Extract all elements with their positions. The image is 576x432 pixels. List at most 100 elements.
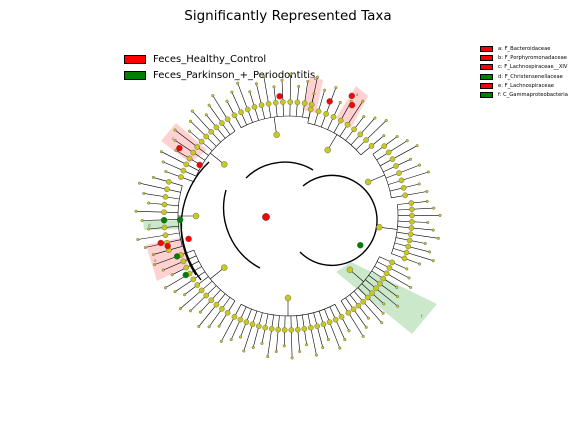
taxon-node [231, 313, 238, 320]
taxon-node [162, 193, 169, 200]
taxon-node [190, 109, 194, 113]
taxon-node [369, 290, 375, 296]
taxon-node [306, 79, 310, 83]
branch [320, 87, 337, 128]
taxon-node [173, 138, 177, 142]
taxon-node [238, 335, 242, 339]
taxon-node [287, 99, 294, 105]
taxon-node [405, 243, 412, 250]
clade-legend-item-c: c: F_Lachnospiraceae__XIV [480, 63, 568, 72]
branch-arc [340, 256, 380, 302]
taxon-node [268, 325, 275, 332]
branch [324, 308, 341, 349]
legend-swatch-green [124, 70, 146, 80]
taxon-node [425, 199, 429, 203]
taxon-node [138, 181, 142, 185]
branch [231, 91, 247, 126]
branch [393, 248, 434, 261]
branch [137, 232, 180, 240]
legend-label-healthy-control: Feces_Healthy_Control [153, 53, 267, 65]
taxon-node [151, 175, 155, 179]
taxon-node [207, 103, 211, 107]
taxon-node [197, 325, 201, 329]
branch [212, 95, 236, 132]
clade-swatch-a [480, 45, 493, 52]
taxon-node [260, 341, 264, 345]
taxon-node [426, 220, 430, 224]
taxon-node [321, 346, 325, 350]
clade-label-f: f: C_Gammaproteobacteria [498, 92, 568, 99]
taxon-node [248, 90, 252, 94]
branch [376, 140, 408, 161]
clade-legend-item-f: f: C_Gammaproteobacteria [480, 90, 568, 99]
clade-label-e: e: F_Lachnospiraceae [498, 82, 554, 89]
branch [391, 191, 427, 199]
taxon-node [188, 309, 192, 313]
branch [174, 140, 206, 161]
branch [350, 117, 376, 146]
taxon-node [134, 209, 138, 213]
branch [339, 101, 364, 137]
figure-title: Significantly Represented Taxa [184, 8, 392, 24]
taxon-node [203, 133, 209, 140]
taxon-node [153, 263, 157, 267]
branch [313, 312, 324, 348]
taxon-node [350, 306, 357, 313]
branch [190, 120, 217, 147]
taxon-node [258, 102, 265, 108]
taxon-node [396, 304, 400, 308]
taxon-node [208, 128, 214, 135]
taxon-node [301, 100, 308, 106]
taxon-node [393, 163, 399, 169]
taxon-node [203, 292, 209, 299]
branch [174, 129, 209, 156]
taxon-node [211, 94, 215, 98]
clade-swatch-b [480, 54, 493, 61]
taxon-node [161, 224, 168, 231]
taxon-node [316, 75, 320, 79]
taxon-node-parkinson [182, 271, 190, 279]
taxon-node [395, 285, 399, 289]
phylum-arcs [180, 161, 378, 281]
taxon-node [408, 200, 415, 206]
taxon-node [161, 268, 165, 272]
taxon-node [409, 285, 413, 289]
branch [353, 291, 382, 323]
arc-outer-bottom [180, 217, 202, 281]
taxon-node [366, 316, 370, 320]
taxon-node [408, 206, 415, 213]
clade-swatch-f [480, 92, 493, 99]
taxon-node [407, 276, 411, 280]
taxon-node [338, 313, 345, 320]
branch [333, 101, 352, 133]
legend-swatch-red [124, 54, 146, 64]
taxon-node [217, 324, 221, 328]
taxon-node [208, 297, 214, 304]
branch [397, 207, 434, 211]
taxon-node [363, 137, 369, 143]
taxon-node [254, 82, 258, 86]
branch-arc [193, 250, 236, 302]
taxon-node [351, 126, 357, 133]
taxon-node [272, 85, 276, 89]
taxon-node [225, 99, 229, 103]
branch [136, 211, 179, 213]
taxon-node [326, 319, 333, 325]
taxon-node [236, 81, 240, 85]
taxon-node [385, 149, 392, 156]
taxon-node [280, 99, 286, 105]
taxon-node [403, 249, 410, 256]
taxon-node [382, 134, 386, 138]
branch [340, 300, 364, 337]
branch [163, 255, 197, 271]
branch [237, 83, 253, 123]
taxon-node [415, 144, 419, 148]
taxon-node [312, 92, 316, 96]
taxon-node [151, 253, 155, 257]
clade-label-c: c: F_Lachnospiraceae__XIV [498, 64, 568, 71]
clade-legend-item-e: e: F_Lachnospiraceae [480, 81, 568, 90]
taxon-node [238, 109, 244, 115]
taxon-node [284, 294, 292, 302]
taxon-node [373, 285, 379, 292]
taxon-node-healthy [348, 101, 356, 109]
